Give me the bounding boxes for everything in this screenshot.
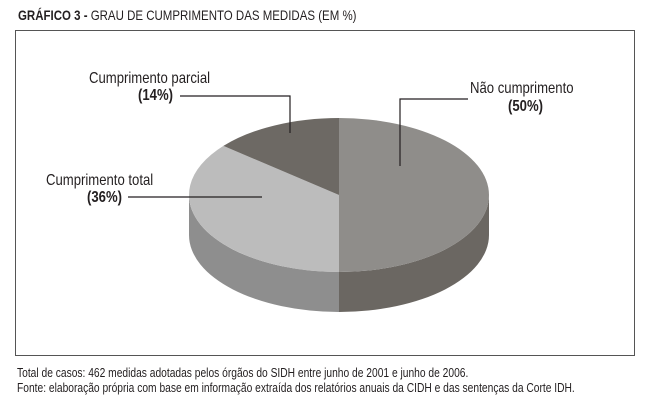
pie-slice-n-o-cumprimento: [339, 118, 489, 272]
pct-parcial: (14%): [138, 87, 174, 104]
pie-side-n-o-cumprimento: [339, 195, 489, 312]
chart-frame: [15, 30, 635, 356]
label-total: Cumprimento total: [46, 172, 154, 189]
title-text: GRAU DE CUMPRIMENTO DAS MEDIDAS (EM %): [90, 7, 357, 23]
label-parcial: Cumprimento parcial: [89, 70, 211, 87]
note-source: Fonte: elaboração própria com base em in…: [17, 381, 575, 395]
chart-title: GRÁFICO 3 - GRAU DE CUMPRIMENTO DAS MEDI…: [18, 7, 356, 23]
leader-line-nao: [399, 98, 468, 166]
leader-line-parcial: [180, 95, 291, 133]
pct-nao: (50%): [508, 98, 544, 115]
pct-total: (36%): [87, 189, 123, 206]
label-nao: Não cumprimento: [470, 80, 574, 97]
pie-slice-cumprimento-parcial: [223, 118, 339, 195]
title-prefix: GRÁFICO 3 -: [18, 7, 88, 23]
pie-slice-cumprimento-total: [188, 145, 339, 272]
note-total-cases: Total de casos: 462 medidas adotadas pel…: [17, 366, 469, 380]
pie-side-cumprimento-total: [189, 195, 339, 312]
